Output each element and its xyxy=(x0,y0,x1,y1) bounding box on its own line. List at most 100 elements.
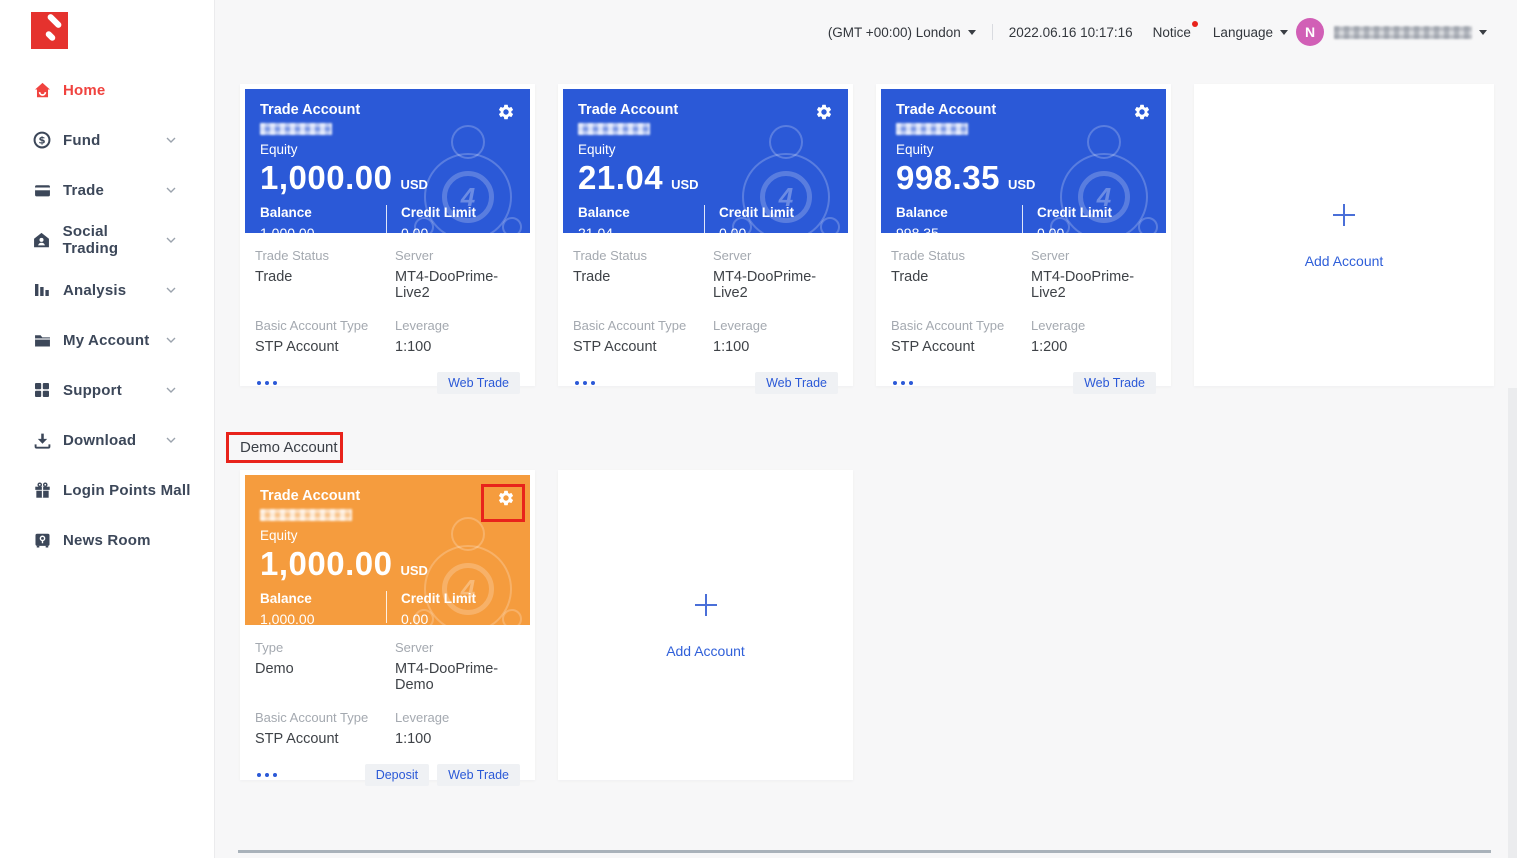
trade-account-card: Trade Account Equity 1,000.00 USD Balanc… xyxy=(240,84,535,394)
chevron-down-icon xyxy=(166,437,176,443)
basic-account-type-label: Basic Account Type xyxy=(255,318,369,333)
equity-value: 1,000.00 xyxy=(260,545,393,582)
notice-link[interactable]: Notice xyxy=(1153,20,1198,40)
credit-limit-label: Credit Limit xyxy=(401,591,477,606)
trade-status-value: Trade xyxy=(573,269,611,285)
equity-currency: USD xyxy=(400,177,428,192)
credit-limit-label: Credit Limit xyxy=(1037,205,1113,220)
add-account-card[interactable]: Add Account xyxy=(558,470,853,780)
sidebar-item-support[interactable]: Support xyxy=(0,365,214,415)
web-trade-button[interactable]: Web Trade xyxy=(755,372,838,394)
notice-badge-dot xyxy=(1191,20,1198,27)
fund-icon: $ xyxy=(33,131,51,149)
leverage-label: Leverage xyxy=(395,710,450,725)
gear-icon[interactable] xyxy=(497,489,515,507)
masked-account-number xyxy=(896,123,968,135)
card-title: Trade Account xyxy=(578,102,679,118)
support-icon xyxy=(33,381,51,399)
masked-account-number xyxy=(260,123,332,135)
sidebar-item-download[interactable]: Download xyxy=(0,415,214,465)
chevron-down-icon xyxy=(166,237,176,243)
credit-limit-value: 0.00 xyxy=(401,225,429,233)
balance-label: Balance xyxy=(260,591,312,606)
more-actions-button[interactable] xyxy=(255,769,279,781)
sidebar-item-trade[interactable]: Trade xyxy=(0,165,214,215)
sidebar-item-label: Home xyxy=(63,81,106,99)
main-content: (GMT +00:00) London 2022.06.16 10:17:16 … xyxy=(215,0,1517,858)
sidebar-item-social-trading[interactable]: Social Trading xyxy=(0,215,214,265)
timezone-label: (GMT +00:00) London xyxy=(827,24,961,40)
credit-limit-label: Credit Limit xyxy=(719,205,795,220)
basic-account-type-value: STP Account xyxy=(573,339,657,355)
web-trade-button[interactable]: Web Trade xyxy=(1073,372,1156,394)
chevron-down-icon xyxy=(166,387,176,393)
caret-down-icon xyxy=(967,29,976,35)
sidebar-item-login-points-mall[interactable]: Login Points Mall xyxy=(0,465,214,515)
deposit-button[interactable]: Deposit xyxy=(364,764,430,786)
card-title: Trade Account xyxy=(260,488,361,504)
web-trade-button[interactable]: Web Trade xyxy=(437,372,520,394)
more-actions-button[interactable] xyxy=(255,377,279,389)
server-value: MT4-DooPrime-Live2 xyxy=(1031,269,1135,301)
leverage-label: Leverage xyxy=(713,318,768,333)
equity-value: 1,000.00 xyxy=(260,159,393,196)
avatar[interactable]: N xyxy=(1296,18,1324,46)
divider xyxy=(991,24,993,40)
trade-status-label: Trade Status xyxy=(573,248,647,263)
sidebar-item-fund[interactable]: $ Fund xyxy=(0,115,214,165)
masked-username xyxy=(1334,25,1472,39)
vertical-scrollbar[interactable] xyxy=(1508,388,1517,858)
sidebar-item-my-account[interactable]: My Account xyxy=(0,315,214,365)
horizontal-scrollbar[interactable] xyxy=(238,850,1491,853)
leverage-value: 1:200 xyxy=(1031,339,1068,355)
gear-icon[interactable] xyxy=(1133,103,1151,121)
gear-icon[interactable] xyxy=(497,103,515,121)
sidebar-item-home[interactable]: Home xyxy=(0,65,214,115)
demo-accounts-row: Trade Account Equity 1,000.00 USD Balanc… xyxy=(240,470,853,786)
timezone-selector[interactable]: (GMT +00:00) London xyxy=(828,25,976,40)
gift-icon xyxy=(33,481,51,499)
chevron-down-icon xyxy=(166,187,176,193)
sidebar-item-label: Social Trading xyxy=(62,223,119,257)
balance-value: 1,000.00 xyxy=(260,611,315,625)
credit-limit-value: 0.00 xyxy=(1037,225,1065,233)
sidebar-item-label: My Account xyxy=(63,331,150,349)
equity-currency: USD xyxy=(1007,177,1036,192)
sidebar-item-label: Download xyxy=(63,431,137,449)
sidebar-item-label: Support xyxy=(63,381,122,399)
basic-account-type-label: Basic Account Type xyxy=(573,318,687,333)
download-icon xyxy=(33,431,51,449)
type-label: Type xyxy=(255,640,284,655)
server-label: Server xyxy=(713,248,752,263)
equity-label: Equity xyxy=(578,142,616,157)
language-selector[interactable]: Language xyxy=(1213,25,1288,40)
user-menu[interactable] xyxy=(1334,25,1487,39)
add-account-card[interactable]: Add Account xyxy=(1194,84,1494,386)
server-label: Server xyxy=(1031,248,1070,263)
sidebar-item-label: Fund xyxy=(63,131,101,149)
more-actions-button[interactable] xyxy=(573,377,597,389)
news-room-icon xyxy=(33,531,51,549)
card-title: Trade Account xyxy=(260,102,361,118)
trade-status-label: Trade Status xyxy=(255,248,329,263)
trade-status-value: Trade xyxy=(255,269,293,285)
trade-account-card: Trade Account Equity 998.35 USD Balance … xyxy=(876,84,1171,394)
brand-logo[interactable] xyxy=(31,12,68,49)
demo-section-title: Demo Account xyxy=(240,439,338,456)
sidebar-item-news-room[interactable]: News Room xyxy=(0,515,214,565)
basic-account-type-value: STP Account xyxy=(891,339,975,355)
leverage-value: 1:100 xyxy=(395,339,432,355)
home-icon xyxy=(33,81,51,99)
sidebar-item-analysis[interactable]: Analysis xyxy=(0,265,214,315)
credit-limit-value: 0.00 xyxy=(719,225,747,233)
server-label: Server xyxy=(395,248,434,263)
gear-icon[interactable] xyxy=(815,103,833,121)
more-actions-button[interactable] xyxy=(891,377,915,389)
add-account-label: Add Account xyxy=(666,643,745,659)
caret-down-icon xyxy=(1479,29,1487,35)
web-trade-button[interactable]: Web Trade xyxy=(437,764,520,786)
equity-currency: USD xyxy=(400,563,428,578)
server-label: Server xyxy=(395,640,434,655)
sidebar-item-label: Login Points Mall xyxy=(63,481,191,499)
balance-value: 1,000.00 xyxy=(260,225,315,233)
